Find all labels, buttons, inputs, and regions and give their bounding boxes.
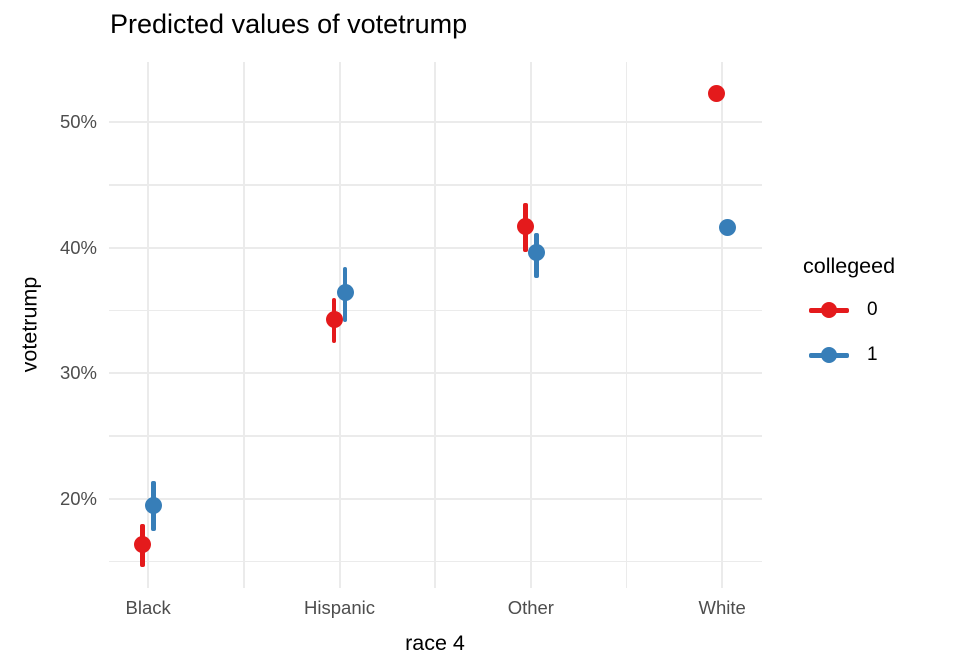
y-tick-label: 20% xyxy=(59,487,97,509)
point-0-black xyxy=(134,535,152,553)
x-tick-label: White xyxy=(698,597,746,618)
chart-title: Predicted values of votetrump xyxy=(110,9,468,39)
legend-title: collegeed xyxy=(803,254,896,278)
x-tick-label: Other xyxy=(507,597,554,618)
point-1-black xyxy=(145,496,163,514)
point-1-hispanic xyxy=(336,284,354,302)
legend-key-dot xyxy=(821,347,837,363)
x-tick-label: Hispanic xyxy=(304,597,375,618)
point-1-other xyxy=(527,244,545,262)
point-0-other xyxy=(516,217,534,235)
point-0-hispanic xyxy=(325,310,343,328)
plot-panel xyxy=(109,62,762,588)
gridline-v-minor xyxy=(434,62,436,588)
pointrange-key-icon xyxy=(809,341,849,369)
legend-item-label: 1 xyxy=(867,344,878,365)
gridline-v-major xyxy=(147,62,150,588)
point-1-white xyxy=(719,219,737,237)
gridline-v-minor xyxy=(625,62,628,588)
legend-item-0: 0 xyxy=(803,296,959,324)
y-tick-label: 50% xyxy=(59,111,97,133)
x-tick-label: Black xyxy=(125,597,171,618)
gridline-v-major xyxy=(721,62,724,588)
gridline-v-major xyxy=(529,62,532,588)
legend-item-1: 1 xyxy=(803,341,959,369)
x-axis-title: race 4 xyxy=(405,631,465,655)
gridline-v-minor xyxy=(243,62,245,588)
point-0-white xyxy=(708,84,726,102)
legend-key-dot xyxy=(821,302,837,318)
y-tick-label: 30% xyxy=(59,362,97,384)
y-tick-label: 40% xyxy=(59,236,97,258)
pointrange-key-icon xyxy=(809,296,849,324)
legend-item-label: 0 xyxy=(867,299,878,320)
